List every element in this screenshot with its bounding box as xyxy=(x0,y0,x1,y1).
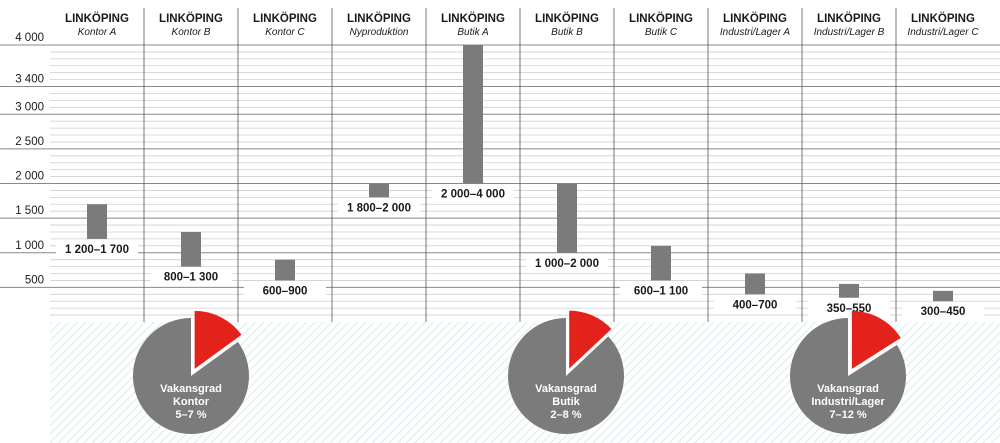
range-bar xyxy=(87,204,107,239)
column-header-city: LINKÖPING xyxy=(723,12,787,25)
pie-range: 2–8 % xyxy=(550,409,581,421)
column-header-segment: Kontor A xyxy=(78,27,117,38)
range-label: 1 800–2 000 xyxy=(347,202,411,214)
range-label-bg xyxy=(902,303,984,320)
column-header-city: LINKÖPING xyxy=(65,12,129,25)
y-tick-label: 2 000 xyxy=(15,171,44,183)
column-header-segment: Industri/Lager C xyxy=(907,27,979,38)
column-header-segment: Industri/Lager A xyxy=(720,27,791,38)
range-label-bg xyxy=(432,185,514,202)
range-bar xyxy=(839,283,859,298)
range-label: 300–450 xyxy=(921,306,966,318)
pie-segment: Butik xyxy=(552,396,580,408)
range-bar xyxy=(275,259,295,281)
range-label: 600–1 100 xyxy=(634,285,688,297)
y-tick-label: 1 500 xyxy=(15,205,44,217)
range-label: 600–900 xyxy=(263,285,308,297)
column-header-city: LINKÖPING xyxy=(911,12,975,25)
range-bar xyxy=(369,183,389,198)
range-bar xyxy=(181,231,201,267)
y-tick-label: 1 000 xyxy=(15,240,44,252)
pie-title: Vakansgrad xyxy=(535,383,597,395)
range-bar xyxy=(745,273,765,295)
range-bar xyxy=(557,183,577,253)
range-label-bg xyxy=(56,240,138,257)
column-header-city: LINKÖPING xyxy=(629,12,693,25)
range-label-bg xyxy=(808,299,890,316)
pie-range: 5–7 % xyxy=(175,409,206,421)
pie-segment: Industri/Lager xyxy=(811,396,885,408)
range-label-bg xyxy=(150,268,232,285)
column-header-segment: Industri/Lager B xyxy=(814,27,885,38)
column-header-segment: Nyproduktion xyxy=(350,27,409,38)
pie-slice-vacancy xyxy=(194,310,242,369)
range-label: 1 200–1 700 xyxy=(65,244,129,256)
y-tick-label: 3 400 xyxy=(15,74,44,86)
range-label: 1 000–2 000 xyxy=(535,258,599,270)
range-label-bg xyxy=(526,254,608,271)
y-tick-label: 500 xyxy=(25,274,44,286)
range-bar xyxy=(933,290,953,302)
range-label-bg xyxy=(714,296,796,313)
range-bar xyxy=(463,45,483,184)
pie-range: 7–12 % xyxy=(829,409,867,421)
pie-segment: Kontor xyxy=(173,396,210,408)
range-label-bg xyxy=(338,199,420,216)
column-header-segment: Butik B xyxy=(551,27,583,38)
pie-title: Vakansgrad xyxy=(817,383,879,395)
column-header-segment: Kontor C xyxy=(265,27,305,38)
pie-slice-vacancy xyxy=(569,310,612,369)
column-header-city: LINKÖPING xyxy=(159,12,223,25)
y-tick-label: 3 000 xyxy=(15,101,44,113)
pie-slice-vacancy xyxy=(851,310,901,369)
range-bar xyxy=(651,245,671,281)
range-label: 800–1 300 xyxy=(164,272,218,284)
range-label-bg xyxy=(620,282,702,299)
y-tick-label: 2 500 xyxy=(15,136,44,148)
pie-title: Vakansgrad xyxy=(160,383,222,395)
column-header-segment: Butik C xyxy=(645,27,678,38)
column-header-city: LINKÖPING xyxy=(535,12,599,25)
range-label: 2 000–4 000 xyxy=(441,189,505,201)
column-header-segment: Kontor B xyxy=(172,27,211,38)
column-header-segment: Butik A xyxy=(457,27,489,38)
range-label-bg xyxy=(244,282,326,299)
y-tick-label: 4 000 xyxy=(15,32,44,44)
column-header-city: LINKÖPING xyxy=(253,12,317,25)
column-header-city: LINKÖPING xyxy=(441,12,505,25)
range-label: 400–700 xyxy=(733,299,778,311)
column-header-city: LINKÖPING xyxy=(817,12,881,25)
column-header-city: LINKÖPING xyxy=(347,12,411,25)
